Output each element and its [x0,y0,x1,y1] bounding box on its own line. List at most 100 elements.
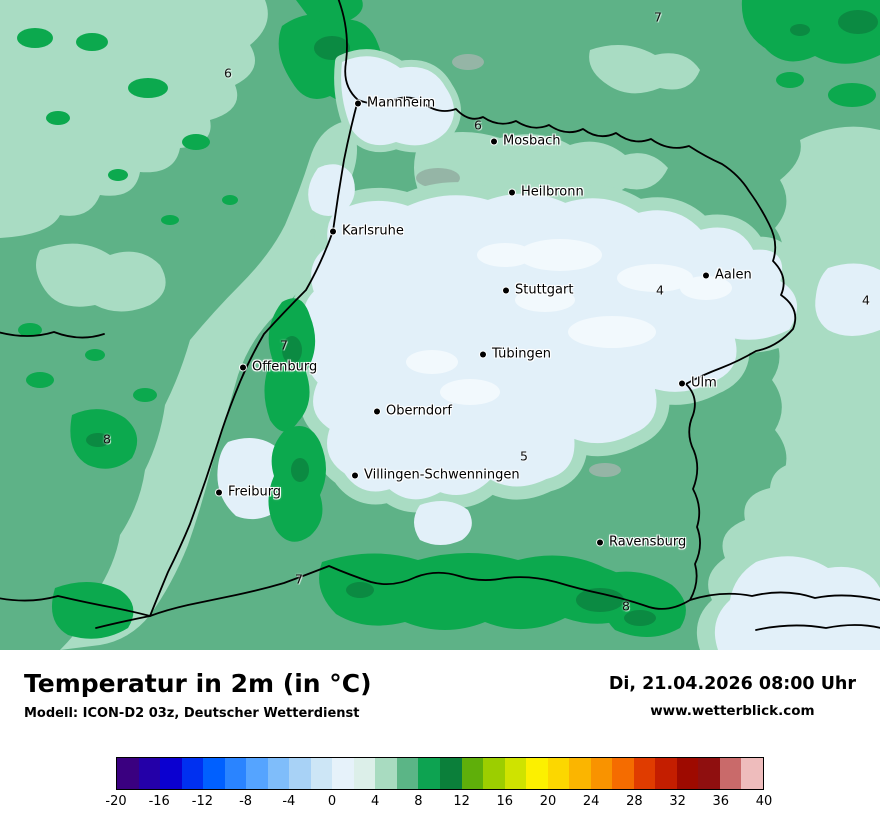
city-dot [480,351,486,357]
legend-segment [439,758,462,789]
city-marker: Heilbronn [509,185,584,200]
footer: Temperatur in 2m (in °C) Modell: ICON-D2… [0,650,880,830]
city-label: Mannheim [367,95,436,111]
legend-segment [719,758,742,789]
legend-segment [160,758,182,789]
city-dot [679,380,685,386]
city-dot [703,272,709,278]
legend-tick-label: 8 [414,794,423,809]
legend-segment [353,758,376,789]
legend-segment [633,758,656,789]
legend-segment [267,758,290,789]
legend-segment [698,758,720,789]
legend-segment [375,758,397,789]
legend-tick-label: 28 [626,794,643,809]
city-label: Aalen [715,267,752,283]
city-label: Freiburg [228,484,282,500]
legend-segment [612,758,634,789]
temperature-map [0,0,880,650]
legend-segment [504,758,527,789]
legend-tick-label: 40 [755,794,773,809]
city-marker: Stuttgart [503,283,573,298]
city-marker: Aalen [703,268,752,283]
legend-segment [138,758,161,789]
legend-segment [655,758,677,789]
legend-tick-label: -4 [282,794,296,809]
city-marker: Offenburg [240,360,317,375]
legend-tick-label: -8 [239,794,253,809]
city-dot [509,189,515,195]
legend-tick-label: 0 [327,794,337,809]
footer-header-row: Temperatur in 2m (in °C) Modell: ICON-D2… [0,650,880,721]
map-coldest-spots [406,239,732,405]
city-dot [597,539,603,545]
city-dot [355,100,361,106]
temperature-legend: -20 -16 -12 -8 -4 0 4 8 12 16 20 24 28 32 36 40 [105,757,772,814]
legend-segment [396,758,419,789]
city-marker: Ravensburg [597,535,686,550]
legend-tick-label: 20 [539,794,557,809]
city-dot [330,228,336,234]
model-info: Modell: ICON-D2 03z, Deutscher Wetterdie… [24,705,360,721]
legend-tick-label: 12 [453,794,470,809]
legend-segment [203,758,225,789]
legend-tick-label: 16 [496,794,514,809]
city-marker: Mannheim [355,96,435,111]
map-dark-green-patch [314,36,350,60]
legend-colorbar [116,757,764,790]
map-borders [0,0,880,631]
website-label: www.wetterblick.com [650,703,815,719]
legend-tick-label: -16 [148,794,170,809]
city-label: Villingen-Schwenningen [364,467,520,483]
legend-segment [483,758,505,789]
legend-segment [332,758,354,789]
footer-left-column: Temperatur in 2m (in °C) Modell: ICON-D2… [24,669,372,721]
legend-segment [418,758,440,789]
city-label: Stuttgart [515,282,574,298]
forecast-datetime: Di, 21.04.2026 08:00 Uhr [608,674,856,694]
city-label: Karlsruhe [342,223,404,239]
legend-segment [117,758,139,789]
legend-segment [310,758,333,789]
city-dot [374,408,380,414]
legend-tick-label: 36 [712,794,730,809]
city-dot [240,364,246,370]
legend-segment [590,758,613,789]
city-label: Offenburg [252,359,318,375]
legend-segment [461,758,484,789]
legend-segment [741,758,763,789]
legend-tick-row: -20 -16 -12 -8 -4 0 4 8 12 16 20 24 28 32 36 40 [105,794,772,814]
legend-segment [526,758,548,789]
legend-tick-label: -12 [191,794,214,809]
city-marker: Karlsruhe [330,224,404,239]
city-marker: Mosbach [491,134,561,149]
city-dot [352,472,358,478]
city-dot [216,489,222,495]
city-label: Tübingen [492,346,551,362]
page-title: Temperatur in 2m (in °C) [24,669,372,698]
legend-segment [246,758,268,789]
legend-tick-label: 32 [669,794,686,809]
legend-segment [224,758,247,789]
legend-tick-label: -20 [105,794,127,809]
city-label: Mosbach [503,133,561,149]
footer-right-column: Di, 21.04.2026 08:00 Uhr www.wetterblick… [609,670,856,719]
city-label: Heilbronn [521,184,584,200]
city-marker: Tübingen [480,347,551,362]
city-marker: Oberndorf [374,404,452,419]
city-dot [491,138,497,144]
city-marker: Freiburg [216,485,281,500]
city-dot [503,287,509,293]
city-label: Ravensburg [609,534,687,550]
map-warm-regions [17,0,880,639]
city-marker: Villingen-Schwenningen [352,468,520,483]
legend-segment [547,758,570,789]
legend-tick-label: 24 [582,794,600,809]
city-marker: Ulm [679,376,717,391]
legend-segment [289,758,311,789]
legend-segment [569,758,591,789]
map-dark-green-accents [86,10,878,626]
legend-tick-label: 4 [371,794,380,809]
